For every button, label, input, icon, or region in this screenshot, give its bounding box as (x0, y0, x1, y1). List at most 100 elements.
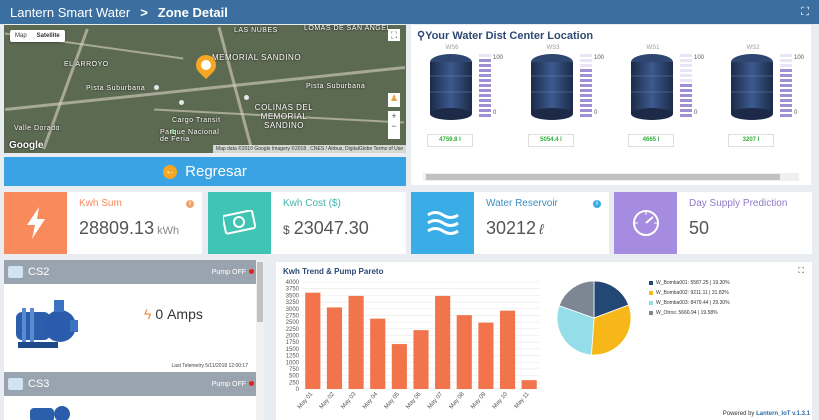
y-tick-label: 2000 (286, 334, 300, 340)
location-pin-icon: ⚲ (417, 30, 426, 42)
y-tick-label: 500 (289, 374, 300, 380)
water-tank[interactable]: WS3 100 0 5054.4 l (518, 44, 613, 154)
water-tank[interactable]: WS2 100 0 3207 l (718, 44, 813, 154)
map-label: Pista Suburbana (306, 83, 366, 90)
tank-level-gauge (479, 54, 491, 120)
back-button-label: Regresar (185, 163, 247, 180)
kpi-day-supply: Day Supply Prediction 50 (614, 192, 812, 254)
horizontal-scrollbar[interactable] (423, 173, 799, 181)
kpi-kwh-cost: Kwh Cost ($) $23047.30 (208, 192, 406, 254)
bar-may-02[interactable] (326, 307, 343, 389)
kpi-label: Kwh Cost ($) (283, 198, 341, 209)
tank-volume: 4759.8 l (427, 134, 473, 147)
y-tick-label: 1000 (286, 360, 300, 366)
tank-level-gauge (780, 54, 792, 120)
map-type-map[interactable]: Map (15, 33, 27, 39)
bar-may-03[interactable] (348, 295, 364, 389)
vertical-scrollbar[interactable] (256, 260, 264, 420)
x-tick-label: May 07 (427, 391, 445, 410)
legend-item[interactable]: W_Bomba003: 8479.44 | 29.30% (649, 300, 730, 306)
kpi-kwh-sum: Kwh Sum 28809.13 kWh i (4, 192, 202, 254)
y-tick-label: 3500 (286, 293, 300, 299)
fullscreen-icon[interactable]: ⛶ (801, 6, 809, 18)
map-label: LOMAS DE SAN ANGEL (304, 25, 391, 32)
gauge-min: 0 (694, 110, 698, 116)
bar-may-07[interactable] (435, 295, 451, 389)
pie-slice-1[interactable] (590, 304, 632, 356)
powered-by: Powered by Lantern_IoT v.1.3.1 (722, 411, 810, 417)
x-tick-label: May 10 (492, 391, 510, 410)
zoom-control[interactable]: + − (388, 111, 400, 139)
bar-may-01[interactable] (305, 292, 321, 389)
status-dot-icon (249, 269, 254, 275)
back-button[interactable]: ← Regresar (4, 157, 406, 186)
x-tick-label: May 09 (470, 391, 488, 410)
breadcrumb-separator: > (140, 4, 148, 20)
money-icon (208, 192, 271, 254)
kpi-value: 30212 ℓ (486, 218, 544, 238)
x-tick-label: May 04 (362, 391, 380, 410)
status-dot-icon (249, 381, 254, 387)
kpi-value: 28809.13 kWh (79, 218, 180, 238)
bar-may-09[interactable] (478, 322, 494, 389)
waves-icon (411, 192, 474, 254)
map-label: Valle Dorado (14, 125, 60, 132)
y-tick-label: 4000 (286, 280, 300, 286)
info-icon[interactable]: i (593, 200, 601, 208)
street-view-icon[interactable]: ♟ (388, 93, 400, 107)
lightning-icon (4, 192, 67, 254)
water-tank[interactable]: WS6 100 0 4759.8 l (417, 44, 512, 154)
map-fullscreen-icon[interactable]: ⛶ (388, 29, 400, 41)
bar-may-04[interactable] (370, 318, 386, 389)
gauge-max: 100 (594, 55, 605, 61)
arrow-left-icon: ← (163, 164, 178, 179)
legend-item[interactable]: W_Otros: 5666.94 | 19.58% (649, 310, 730, 316)
y-tick-label: 1750 (286, 340, 300, 346)
kpi-water-reservoir: Water Reservoir 30212 ℓ i (411, 192, 609, 254)
pie-slice-2[interactable] (556, 305, 595, 356)
map-type-control[interactable]: Map Satellite (10, 30, 65, 42)
info-icon[interactable]: i (186, 200, 194, 208)
x-tick-label: May 05 (384, 391, 402, 410)
map-label: Parque Nacional de Feria (160, 129, 220, 143)
legend-item[interactable]: W_Bomba002: 9211.11 | 31.82% (649, 290, 730, 296)
gauge-max: 100 (493, 55, 504, 61)
pump-card[interactable]: CS3 Pump OFF (4, 372, 262, 420)
bar-may-06[interactable] (413, 330, 429, 389)
x-tick-label: May 03 (340, 391, 358, 410)
legend-item[interactable]: W_Bomba001: 5587.25 | 19.30% (649, 280, 730, 286)
chart-panel: Kwh Trend & Pump Pareto ⛶ 0 250 500 750 1000… (276, 262, 812, 420)
y-tick-label: 2500 (286, 320, 300, 326)
pump-name: CS3 (28, 378, 50, 390)
tank-name: WS3 (546, 45, 560, 51)
map-attribution[interactable]: Map data ©2018 Google Imagery ©2018 , CN… (212, 145, 406, 153)
app-title[interactable]: Lantern Smart Water (10, 4, 131, 20)
zoom-in-icon[interactable]: + (391, 111, 397, 121)
bar-may-08[interactable] (456, 315, 472, 389)
gauge-icon (614, 192, 677, 254)
water-tanks-panel: ⚲Your Water Dist Center Location WS6 100 0… (411, 25, 811, 185)
map-label: MEMORIAL SANDINO (212, 53, 302, 62)
lightning-icon: ϟ (144, 306, 152, 322)
bar-may-05[interactable] (391, 344, 407, 389)
zoom-out-icon[interactable]: − (391, 121, 397, 131)
location-map[interactable]: EL ARROYO LAS NUBES MEMORIAL SANDINO COL… (4, 25, 406, 153)
pie-slice-0[interactable] (593, 280, 630, 319)
pump-state: Pump OFF (211, 380, 246, 388)
tank-vessel-icon (731, 54, 773, 120)
tank-level-gauge (680, 54, 692, 120)
pump-name: CS2 (28, 266, 50, 278)
bar-may-10[interactable] (499, 310, 516, 389)
bar-may-11[interactable] (521, 380, 537, 389)
tank-volume: 5054.4 l (528, 134, 574, 147)
pie-legend: W_Bomba001: 5587.25 | 19.30% W_Bomba002: … (649, 280, 730, 320)
tank-name: WS1 (646, 45, 660, 51)
pie-slice-3[interactable] (558, 280, 595, 319)
expand-icon[interactable]: ⛶ (798, 266, 804, 275)
water-tank[interactable]: WS1 100 0 4665 l (618, 44, 713, 154)
kpi-label: Kwh Sum (79, 198, 122, 209)
map-type-satellite[interactable]: Satellite (36, 33, 60, 39)
